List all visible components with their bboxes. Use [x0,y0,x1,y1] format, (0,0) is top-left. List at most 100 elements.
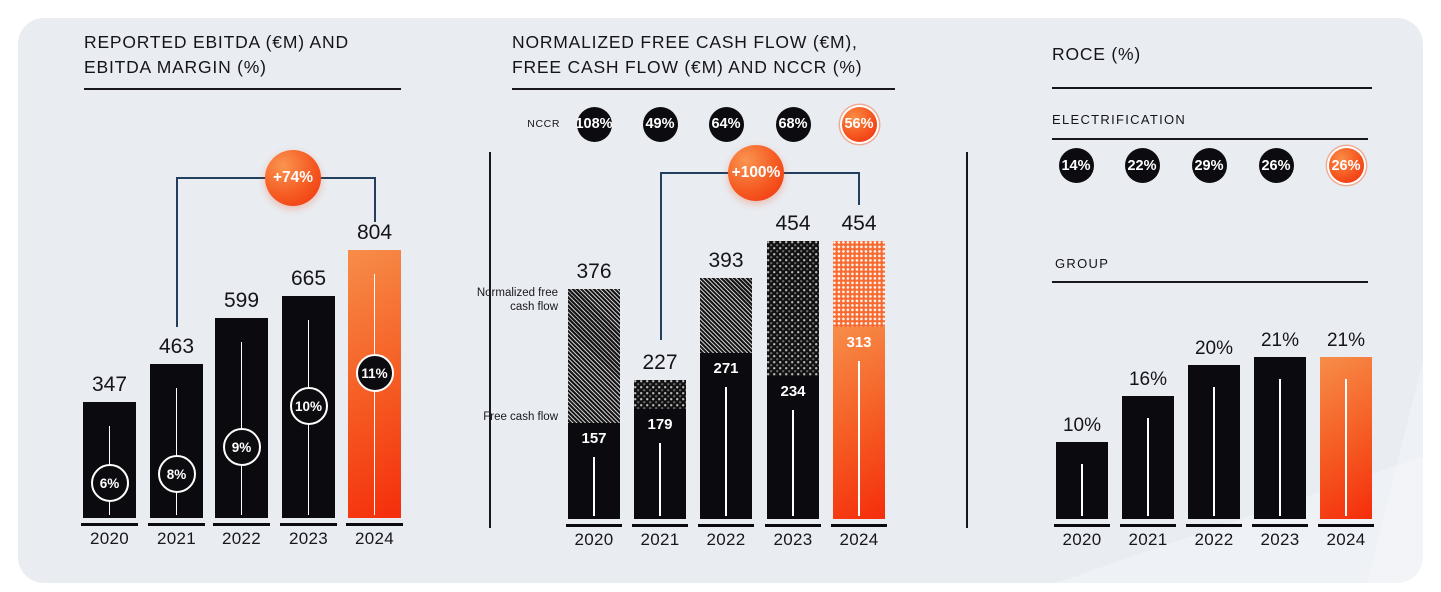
electrification-circle-2020: 14% [1058,148,1094,183]
electrification-circle-2022: 29% [1191,148,1227,183]
bar-value-label: 665 [290,267,327,291]
bar-center-line [175,387,178,515]
bar-value-label: 599 [223,289,260,313]
title-line-2: EBITDA MARGIN (%) [84,57,267,77]
growth-bracket-left [176,177,178,327]
nccr-circle-2024: 56% [841,106,877,142]
bar-underline [1054,524,1110,527]
bar-center-line [593,456,595,516]
bar-center-line [858,361,860,516]
electrification-rule [1052,138,1368,140]
title-rule [84,88,401,90]
panel-fcf-title: NORMALIZED FREE CASH FLOW (€M), FREE CAS… [512,30,862,80]
fcf-inner-value: 271 [713,360,739,377]
group-rule [1052,281,1368,283]
ebitda-margin-circle-2021: 8% [157,455,196,493]
bar-value-label: 463 [158,334,195,358]
electrification-circle-2023: 26% [1258,148,1294,183]
nccr-circle-2021: 49% [642,106,678,142]
bar-value-label: 393 [708,249,744,273]
bar-underline [213,523,270,526]
group-label: GROUP [1055,256,1110,271]
title-line-1: NORMALIZED FREE CASH FLOW (€M), [512,32,858,52]
bar-value-label: 21% [1260,330,1300,352]
growth-badge: +74% [265,150,321,206]
year-label: 2023 [1260,530,1300,549]
bar-underline [632,524,688,527]
bar-value-label: 227 [642,350,678,374]
title-line-2: FREE CASH FLOW (€M) AND NCCR (%) [512,57,863,77]
bar-center-line [1345,379,1347,516]
bar-center-line [1147,417,1149,516]
electrification-label: ELECTRIFICATION [1052,112,1187,127]
bar-underline [831,524,887,527]
year-label: 2020 [1062,530,1102,549]
panel-roce-title: ROCE (%) [1052,42,1141,67]
bar-center-line [1213,387,1215,516]
title-rule [512,88,895,90]
fcf-bar-normalized-segment-2021 [634,379,686,410]
fcf-inner-value: 313 [846,334,872,352]
growth-bracket-left [660,172,662,340]
bar-value-label: 21% [1326,330,1366,352]
title-line-1: REPORTED EBITDA (€M) AND [84,32,349,52]
fcf-bar-normalized-segment-2024 [833,240,885,328]
bar-underline [1252,524,1308,527]
fcf-inner-value: 179 [647,416,673,434]
bar-underline [148,523,205,526]
year-label: 2024 [354,529,395,548]
growth-badge: +100% [728,145,784,201]
bar-center-line [792,409,794,516]
year-label: 2022 [1194,530,1234,549]
bar-center-line [725,387,727,516]
ebitda-margin-circle-2023: 10% [289,387,328,425]
year-label: 2022 [221,529,262,548]
bar-underline [698,524,754,527]
bar-value-label: 347 [91,373,128,397]
bar-center-line [659,443,661,516]
nccr-row-label: NCCR [527,118,560,130]
year-label: 2024 [1326,530,1366,549]
ebitda-margin-circle-2024: 11% [355,354,394,392]
year-label: 2021 [156,529,197,548]
nccr-circle-2022: 64% [708,106,744,142]
ebitda-margin-circle-2020: 6% [90,464,129,502]
fcf-bar-normalized-segment-2023 [767,240,819,376]
bar-underline [346,523,403,526]
year-label: 2023 [288,529,329,548]
bar-underline [81,523,138,526]
legend-normalized-fcf: Normalized free cash flow [476,287,558,313]
year-label: 2024 [839,530,879,549]
legend-fcf: Free cash flow [483,411,558,423]
panel-divider-right [966,152,968,528]
fcf-inner-value: 157 [581,429,607,447]
bar-value-label: 804 [356,221,393,244]
ebitda-margin-circle-2022: 9% [222,428,261,466]
fcf-bar-normalized-segment-2020 [568,288,620,423]
kpi-dashboard-card: REPORTED EBITDA (€M) AND EBITDA MARGIN (… [18,18,1423,583]
bar-center-line [1081,464,1083,516]
growth-bracket-right [374,177,376,222]
panel-divider-left [489,152,491,528]
bar-underline [280,523,337,526]
year-label: 2021 [1128,530,1168,549]
title-rule [1052,87,1372,89]
growth-bracket-right [858,172,860,205]
bar-underline [1318,524,1374,527]
electrification-circle-2021: 22% [1124,148,1160,183]
bar-underline [566,524,622,527]
year-label: 2022 [706,530,746,549]
year-label: 2021 [640,530,680,549]
bar-value-label: 454 [841,211,877,235]
title-line-1: ROCE (%) [1052,44,1142,64]
nccr-circle-2023: 68% [775,106,811,142]
bar-underline [765,524,821,527]
year-label: 2020 [89,529,130,548]
bar-value-label: 454 [775,211,811,235]
year-label: 2023 [773,530,813,549]
electrification-circle-2024: 26% [1328,148,1364,183]
bar-underline [1120,524,1176,527]
bar-value-label: 20% [1194,338,1234,359]
bar-value-label: 16% [1128,368,1168,390]
